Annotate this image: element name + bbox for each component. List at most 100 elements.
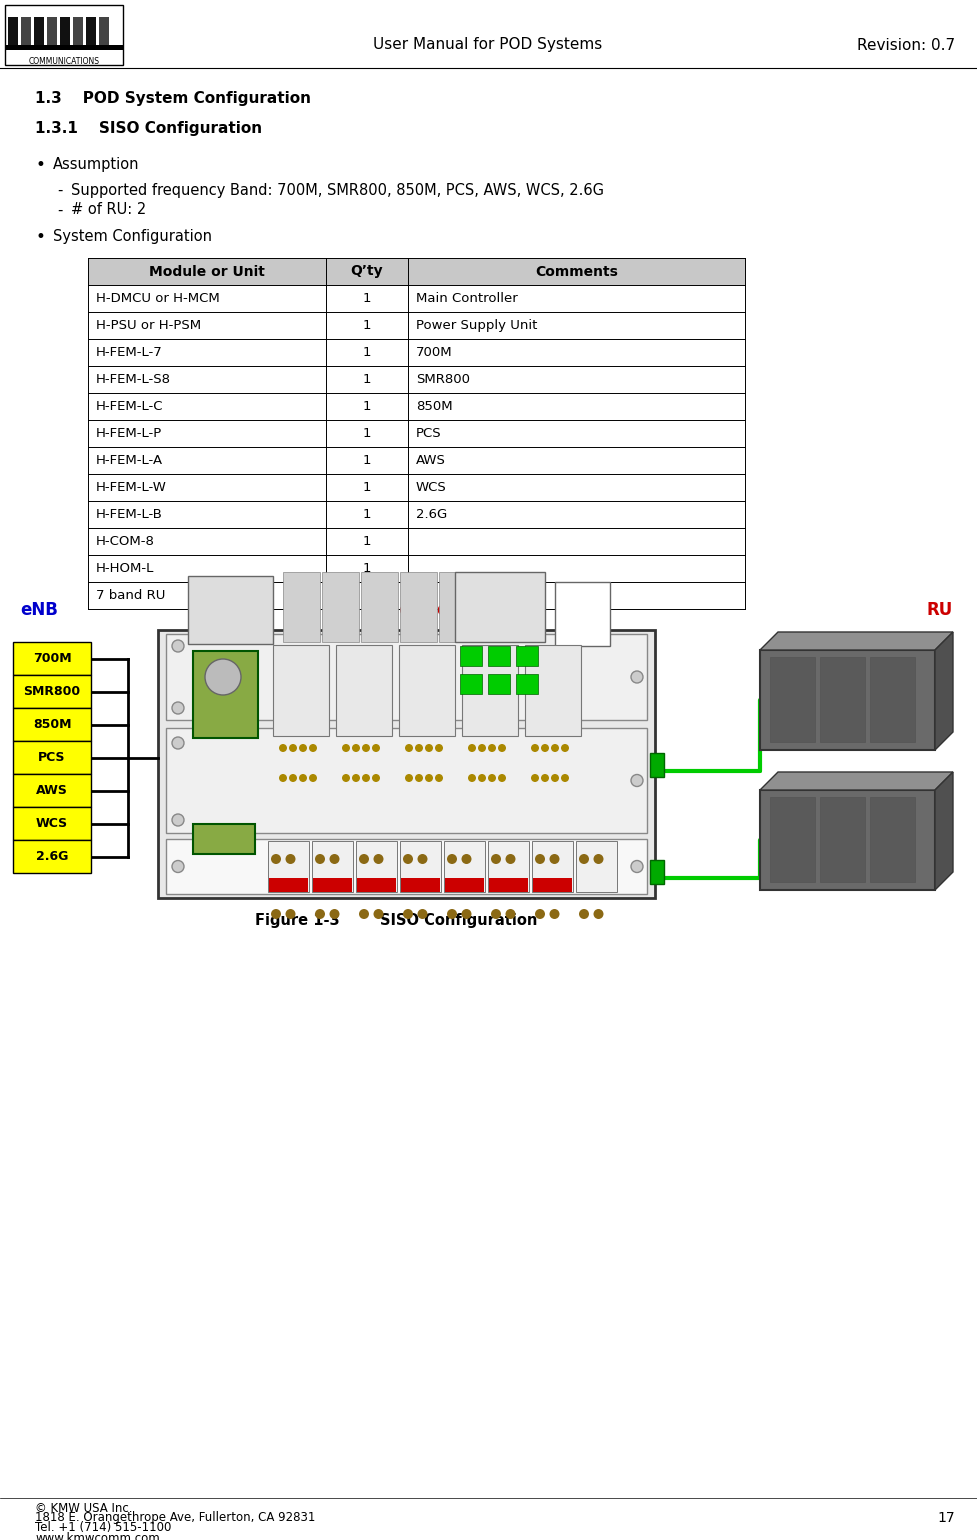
- Bar: [770, 798, 815, 882]
- Text: 1: 1: [362, 319, 371, 333]
- Bar: [273, 645, 329, 736]
- Bar: [533, 878, 572, 892]
- Circle shape: [315, 855, 325, 864]
- Bar: [5, 45, 123, 49]
- Circle shape: [447, 855, 457, 864]
- Bar: [555, 582, 610, 645]
- Circle shape: [352, 744, 360, 752]
- Text: 17: 17: [937, 1511, 955, 1525]
- Circle shape: [531, 775, 539, 782]
- Circle shape: [373, 855, 384, 864]
- Bar: [760, 790, 935, 890]
- Circle shape: [549, 909, 560, 919]
- Bar: [336, 645, 392, 736]
- Text: Comments: Comments: [535, 265, 617, 279]
- Polygon shape: [935, 631, 953, 750]
- Bar: [13, 839, 91, 873]
- Text: H-FEM-L-W: H-FEM-L-W: [96, 480, 167, 494]
- Text: 1.3    POD System Configuration: 1.3 POD System Configuration: [35, 91, 311, 106]
- Text: H-FEM-L-A: H-FEM-L-A: [96, 454, 163, 467]
- Bar: [188, 576, 273, 644]
- Circle shape: [631, 671, 643, 684]
- Bar: [13, 675, 91, 708]
- Text: 850M: 850M: [33, 718, 71, 731]
- Circle shape: [279, 744, 287, 752]
- Circle shape: [551, 744, 559, 752]
- Bar: [400, 841, 441, 892]
- Text: •: •: [35, 156, 45, 174]
- Text: Module or Unit: Module or Unit: [149, 265, 265, 279]
- Circle shape: [372, 775, 380, 782]
- Bar: [13, 642, 91, 675]
- Bar: [13, 807, 91, 839]
- Circle shape: [372, 744, 380, 752]
- Text: # of RU: 2: # of RU: 2: [71, 202, 147, 217]
- Bar: [460, 675, 482, 695]
- Text: WCS: WCS: [36, 818, 68, 830]
- Text: PCS: PCS: [416, 427, 442, 440]
- Bar: [488, 841, 529, 892]
- Bar: [488, 675, 510, 695]
- Bar: [439, 571, 476, 642]
- Text: H-HOM-L: H-HOM-L: [96, 562, 154, 574]
- Bar: [193, 651, 258, 738]
- Text: 2: 2: [362, 588, 371, 602]
- Circle shape: [172, 815, 184, 825]
- Text: 2.6G: 2.6G: [416, 508, 447, 521]
- Bar: [576, 841, 617, 892]
- Text: Q’ty: Q’ty: [351, 265, 383, 279]
- Circle shape: [403, 855, 413, 864]
- Bar: [356, 841, 397, 892]
- Circle shape: [352, 775, 360, 782]
- Text: 2.6G: 2.6G: [36, 850, 68, 862]
- Bar: [166, 839, 647, 895]
- Text: 1: 1: [362, 454, 371, 467]
- Circle shape: [478, 775, 486, 782]
- Bar: [269, 878, 308, 892]
- Text: 1: 1: [362, 508, 371, 521]
- Circle shape: [468, 744, 476, 752]
- Circle shape: [285, 855, 295, 864]
- Circle shape: [461, 855, 472, 864]
- Circle shape: [415, 775, 423, 782]
- Text: 700M: 700M: [32, 651, 71, 665]
- Text: SMR800: SMR800: [416, 373, 470, 387]
- Circle shape: [593, 855, 604, 864]
- Bar: [5, 5, 123, 65]
- Circle shape: [535, 855, 545, 864]
- Text: 1: 1: [362, 293, 371, 305]
- Circle shape: [342, 744, 350, 752]
- Circle shape: [309, 775, 317, 782]
- Text: -: -: [57, 202, 63, 217]
- Circle shape: [435, 744, 443, 752]
- Circle shape: [491, 855, 501, 864]
- Text: www.kmwcomm.com: www.kmwcomm.com: [35, 1531, 160, 1540]
- Circle shape: [593, 909, 604, 919]
- Circle shape: [505, 909, 516, 919]
- Circle shape: [579, 909, 589, 919]
- Circle shape: [342, 775, 350, 782]
- Text: 1: 1: [362, 427, 371, 440]
- Bar: [88, 259, 745, 285]
- Bar: [401, 878, 440, 892]
- Bar: [361, 571, 398, 642]
- Circle shape: [435, 775, 443, 782]
- Text: 850M: 850M: [416, 400, 452, 413]
- Circle shape: [362, 775, 370, 782]
- Circle shape: [631, 861, 643, 873]
- Bar: [268, 841, 309, 892]
- Circle shape: [271, 855, 281, 864]
- Text: Tel. +1 (714) 515-1100: Tel. +1 (714) 515-1100: [35, 1522, 171, 1534]
- Text: COMMUNICATIONS: COMMUNICATIONS: [28, 57, 100, 66]
- Bar: [462, 645, 518, 736]
- Bar: [650, 753, 664, 776]
- Circle shape: [172, 738, 184, 748]
- Bar: [525, 645, 581, 736]
- Bar: [13, 741, 91, 775]
- Circle shape: [279, 775, 287, 782]
- Text: Main Controller: Main Controller: [416, 293, 518, 305]
- Circle shape: [488, 775, 496, 782]
- Circle shape: [415, 744, 423, 752]
- Circle shape: [403, 909, 413, 919]
- Circle shape: [551, 775, 559, 782]
